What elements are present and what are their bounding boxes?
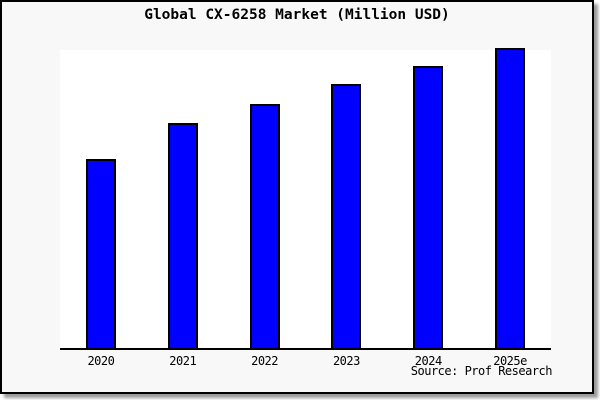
chart-frame: Global CX-6258 Market (Million USD) 2020…	[0, 0, 594, 394]
x-tick-label-2022: 2022	[251, 354, 279, 368]
bar-2024	[413, 66, 444, 348]
bar-slot	[305, 50, 387, 348]
x-tick-label-2025e: 2025e	[493, 354, 527, 368]
source-credit: Source: Prof Research	[410, 364, 553, 378]
bar-2025e	[495, 48, 526, 348]
x-tick-label-2023: 2023	[332, 354, 360, 368]
bar-2021	[167, 123, 198, 348]
bar-slot	[387, 50, 469, 348]
chart-title: Global CX-6258 Market (Million USD)	[144, 7, 450, 23]
bar-2023	[331, 84, 362, 348]
bar-slot	[142, 50, 224, 348]
bar-slot	[469, 48, 551, 348]
x-tick-label-2020: 2020	[87, 354, 115, 368]
bar-slot	[224, 50, 306, 348]
plot-area	[60, 48, 551, 350]
x-tick-label-2021: 2021	[169, 354, 197, 368]
bar-slot	[60, 50, 142, 348]
x-axis-tick-labels: 2020 2021 2022 2023 2024 2025e	[60, 354, 551, 368]
bar-2020	[85, 159, 116, 348]
x-tick-label-2024: 2024	[414, 354, 442, 368]
bar-2022	[249, 104, 280, 348]
